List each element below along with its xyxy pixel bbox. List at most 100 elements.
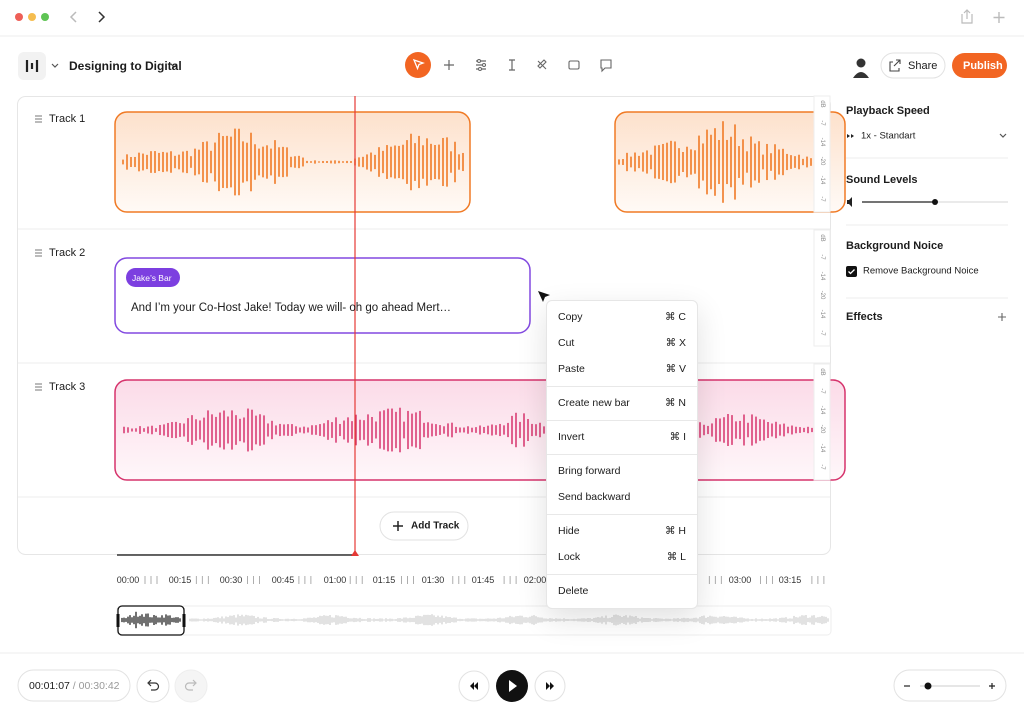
total-time: / 00:30:42 xyxy=(72,680,120,692)
magic-tool[interactable] xyxy=(537,59,547,70)
share-label: Share xyxy=(908,60,938,72)
speed-dropdown[interactable] xyxy=(999,133,1007,138)
meter-label: -20 xyxy=(819,290,825,300)
track-name: Track 3 xyxy=(49,381,86,393)
project-title[interactable]: Designing to Digital xyxy=(69,59,182,73)
meter-label: -20 xyxy=(819,156,825,166)
menu-item[interactable]: Cut xyxy=(558,337,575,349)
level-meter xyxy=(813,229,831,347)
zoom-button[interactable] xyxy=(41,13,49,21)
volume-knob[interactable] xyxy=(932,199,938,205)
share-icon[interactable] xyxy=(961,9,973,24)
minimize-button[interactable] xyxy=(28,13,36,21)
text-clip[interactable] xyxy=(114,257,531,334)
menu-item[interactable]: Lock xyxy=(558,551,581,563)
clip-tag-label: Jake’s Bar xyxy=(132,273,172,283)
menu-separator xyxy=(547,454,697,455)
publish-label: Publish xyxy=(963,60,1003,72)
time-label: 00:00 xyxy=(116,575,140,585)
meter-label: -7 xyxy=(819,196,825,202)
menu-item[interactable]: Invert xyxy=(558,431,585,443)
meter-label: -7 xyxy=(819,254,825,260)
checkbox-label[interactable]: Remove Background Noice xyxy=(863,265,979,277)
cursor xyxy=(538,291,550,302)
add-track-button[interactable] xyxy=(379,511,469,541)
meter-label: -7 xyxy=(819,330,825,336)
menu-item[interactable]: Create new bar xyxy=(558,397,630,409)
menu-shortcut: ⌘ H xyxy=(665,525,686,537)
clip-tag xyxy=(126,268,180,287)
close-button[interactable] xyxy=(15,13,23,21)
section-title: Sound Levels xyxy=(846,174,918,186)
menu-shortcut: ⌘ L xyxy=(666,551,686,563)
menu-item[interactable]: Bring forward xyxy=(558,465,621,477)
meter-label: -20 xyxy=(819,424,825,434)
menu-item[interactable]: Send backward xyxy=(558,491,631,503)
menu-separator xyxy=(547,574,697,575)
time-label: 00:45 xyxy=(271,575,295,585)
caption-tool[interactable] xyxy=(568,60,580,70)
zoom-in[interactable] xyxy=(989,683,995,689)
meter-label: -7 xyxy=(819,120,825,126)
meter-label: -14 xyxy=(819,309,825,319)
level-meter xyxy=(813,363,831,481)
back-button[interactable] xyxy=(69,11,77,23)
section-title: Playback Speed xyxy=(846,105,930,117)
menu-chevron[interactable] xyxy=(51,63,59,68)
time-label: 03:00 xyxy=(728,575,752,585)
add-track-label: Add Track xyxy=(411,520,460,532)
share-button[interactable] xyxy=(880,52,946,79)
logo-mark xyxy=(25,60,39,72)
menu-shortcut: ⌘ V xyxy=(665,363,686,375)
current-time: 00:01:07 xyxy=(29,680,70,692)
publish-button[interactable] xyxy=(952,53,1007,78)
context-menu: Copy ⌘ C Cut ⌘ X Paste ⌘ V Create new bar ⌘ N In… xyxy=(546,300,698,609)
new-tab-button[interactable] xyxy=(993,12,1005,23)
speed-value[interactable]: 1x - Standart xyxy=(861,130,916,142)
playhead-handle[interactable] xyxy=(351,550,359,556)
add-tool[interactable] xyxy=(444,60,454,70)
meter-label: -7 xyxy=(819,464,825,470)
redo-button[interactable] xyxy=(174,669,208,703)
menu-item[interactable]: Copy xyxy=(558,311,583,323)
menu-item[interactable]: Delete xyxy=(558,585,589,597)
menu-shortcut: ⌘ N xyxy=(665,397,686,409)
checkbox[interactable] xyxy=(846,266,857,277)
meter-label: dB xyxy=(819,234,825,242)
undo-button[interactable] xyxy=(136,669,170,703)
time-label: 01:15 xyxy=(372,575,396,585)
time-label: 00:30 xyxy=(219,575,243,585)
meter-label: -14 xyxy=(819,175,825,185)
audio-clip[interactable] xyxy=(114,111,471,213)
forward-button[interactable] xyxy=(98,11,106,23)
menu-item[interactable]: Hide xyxy=(558,525,580,537)
time-readout: 00:01:07 / 00:30:42 xyxy=(29,680,120,692)
select-icon xyxy=(412,58,425,71)
menu-shortcut: ⌘ X xyxy=(665,337,686,349)
project-chevron[interactable] xyxy=(170,63,178,68)
menu-separator xyxy=(547,386,697,387)
meter-label: dB xyxy=(819,100,825,108)
comment-tool[interactable] xyxy=(600,59,612,73)
section-title[interactable]: Effects xyxy=(846,311,883,323)
meter-label: -14 xyxy=(819,443,825,453)
text-tool[interactable] xyxy=(509,59,515,71)
menu-item[interactable]: Paste xyxy=(558,363,585,375)
track-name: Track 2 xyxy=(49,247,86,259)
add-effect[interactable] xyxy=(998,313,1006,321)
meter-label: -7 xyxy=(819,388,825,394)
time-label: 02:00 xyxy=(523,575,547,585)
time-label: 01:00 xyxy=(323,575,347,585)
time-display xyxy=(17,669,131,702)
menu-separator xyxy=(547,514,697,515)
time-label: 03:15 xyxy=(778,575,802,585)
audio-clip[interactable] xyxy=(614,111,846,213)
select-tool[interactable] xyxy=(405,52,431,78)
meter-label: dB xyxy=(819,368,825,376)
time-label: 01:45 xyxy=(471,575,495,585)
time-label: 00:15 xyxy=(168,575,192,585)
meter-label: -14 xyxy=(819,405,825,415)
meter-label: -14 xyxy=(819,271,825,281)
menu-shortcut: ⌘ C xyxy=(665,311,686,323)
